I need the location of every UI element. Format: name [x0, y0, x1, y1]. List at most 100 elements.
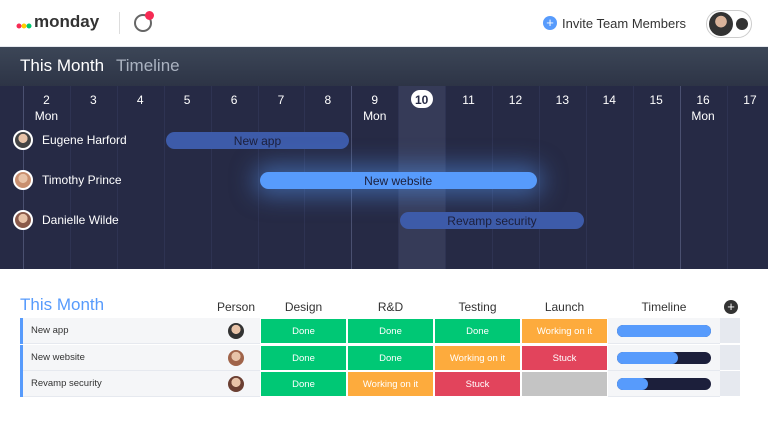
timeline-progress — [617, 378, 649, 390]
task-label: New app — [233, 134, 282, 148]
day-label: 7 — [277, 93, 285, 107]
person-avatar — [13, 210, 33, 230]
day-label: 2 — [43, 93, 50, 107]
timeline-subtitle: Timeline — [116, 56, 180, 75]
day-divider — [632, 86, 634, 269]
status-label: Working on it — [362, 379, 419, 390]
day-divider — [679, 86, 681, 269]
row-accent — [20, 371, 23, 397]
column-header: Design — [284, 300, 323, 314]
status-cell[interactable] — [521, 371, 608, 397]
logo-mark — [16, 16, 32, 29]
day-label: 16 — [696, 93, 710, 107]
status-label: Done — [292, 379, 315, 390]
person-name: Danielle Wilde — [42, 213, 119, 227]
weekday-label: Mon — [363, 109, 387, 123]
status-label: Working on it — [449, 352, 506, 364]
status-cell[interactable]: Working on it — [434, 344, 521, 371]
status-label: Stuck — [552, 352, 577, 364]
invite-icon[interactable]: + — [543, 16, 557, 30]
timeline-progress — [617, 351, 679, 364]
timeline-header: This Month Timeline — [0, 47, 768, 86]
status-label: Done — [379, 352, 402, 364]
day-divider — [163, 86, 165, 269]
person-avatar — [13, 170, 33, 190]
person-avatar — [228, 323, 244, 339]
profile-avatar — [709, 12, 733, 36]
status-cell[interactable]: Done — [260, 371, 347, 397]
task-bar[interactable]: New app — [165, 132, 350, 149]
weekday-label: Mon — [691, 109, 715, 123]
timeline-grid: 2 Mon 3 4 5 6 7 8 9 Mon 10 11 12 13 14 15 16 Mon 17 Eugene … — [0, 86, 768, 269]
item-cell[interactable]: New app — [23, 318, 212, 344]
top-bar: monday + Invite Team Members — [0, 0, 768, 47]
day-divider — [257, 86, 259, 269]
notification-icon[interactable] — [134, 14, 152, 32]
day-label: 13 — [555, 93, 570, 107]
column-header: Timeline — [641, 300, 687, 314]
day-label: 14 — [602, 93, 616, 107]
status-cell[interactable]: Done — [347, 344, 434, 371]
day-label: 17 — [743, 93, 757, 107]
day-divider — [726, 86, 728, 269]
timeline-title: This Month — [20, 56, 105, 75]
status-cell[interactable]: Done — [434, 318, 521, 344]
item-cell[interactable]: Revamp security — [23, 371, 212, 397]
task-label: New website — [364, 174, 433, 188]
row-end — [720, 344, 740, 371]
status-cell[interactable]: Done — [260, 318, 347, 344]
status-cell[interactable]: Done — [260, 344, 347, 371]
day-divider — [69, 86, 71, 269]
status-cell[interactable]: Done — [347, 318, 434, 344]
status-label: Done — [466, 326, 489, 337]
day-divider — [116, 86, 118, 269]
status-label: Stuck — [465, 379, 490, 390]
brand: monday — [34, 12, 100, 31]
day-label: 4 — [136, 93, 144, 107]
notification-dot — [145, 11, 154, 20]
day-label: 15 — [649, 93, 663, 107]
item-name: New app — [31, 325, 69, 336]
row-accent — [20, 318, 23, 344]
person-avatar — [228, 376, 244, 392]
day-label: 3 — [89, 93, 97, 107]
person-avatar — [228, 349, 244, 366]
status-cell[interactable]: Working on it — [347, 371, 434, 397]
profile-caret — [736, 18, 748, 30]
day-divider — [210, 86, 212, 269]
row-end — [720, 318, 740, 344]
row-accent — [20, 344, 23, 371]
status-cell[interactable]: Working on it — [521, 318, 608, 344]
item-name: Revamp security — [31, 378, 102, 389]
divider — [119, 12, 120, 34]
item-name: New website — [31, 351, 85, 363]
board-title: This Month — [20, 295, 105, 314]
task-label: Revamp security — [447, 214, 537, 228]
day-divider — [585, 86, 587, 269]
item-cell[interactable]: New website — [23, 344, 212, 371]
add-column[interactable]: + — [724, 300, 738, 314]
day-label: 10 — [414, 93, 429, 107]
board: This Month + Person Design R&D Testing Launc… — [0, 269, 768, 432]
person-name: Eugene Harford — [42, 133, 127, 147]
weekday-label: Mon — [34, 109, 59, 123]
person-avatar — [13, 130, 33, 150]
person-name: Timothy Prince — [42, 173, 122, 187]
status-cell[interactable]: Stuck — [521, 344, 608, 371]
invite-link[interactable]: Invite Team Members — [562, 16, 687, 31]
day-label: 5 — [183, 93, 191, 107]
day-divider — [538, 86, 540, 269]
column-header: Launch — [544, 300, 585, 314]
status-label: Done — [292, 326, 315, 337]
day-label: 8 — [324, 93, 332, 107]
profile-button[interactable] — [706, 10, 752, 38]
day-label: 9 — [371, 93, 379, 107]
status-label: Done — [379, 326, 402, 337]
logo-icon — [16, 23, 32, 29]
status-cell[interactable]: Stuck — [434, 371, 521, 397]
task-bar[interactable]: New website — [259, 172, 537, 189]
task-bar[interactable]: Revamp security — [400, 212, 584, 229]
